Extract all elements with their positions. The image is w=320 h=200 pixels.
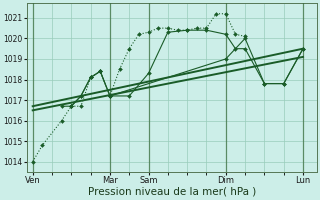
X-axis label: Pression niveau de la mer( hPa ): Pression niveau de la mer( hPa ) <box>88 187 256 197</box>
